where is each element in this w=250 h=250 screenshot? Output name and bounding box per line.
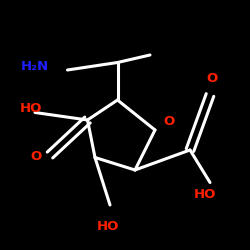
Text: HO: HO xyxy=(20,102,42,115)
Text: HO: HO xyxy=(96,220,119,233)
Text: HO: HO xyxy=(194,188,216,202)
Text: O: O xyxy=(164,115,175,128)
Text: O: O xyxy=(206,72,218,85)
Text: O: O xyxy=(30,150,41,163)
Text: H₂N: H₂N xyxy=(20,60,49,73)
